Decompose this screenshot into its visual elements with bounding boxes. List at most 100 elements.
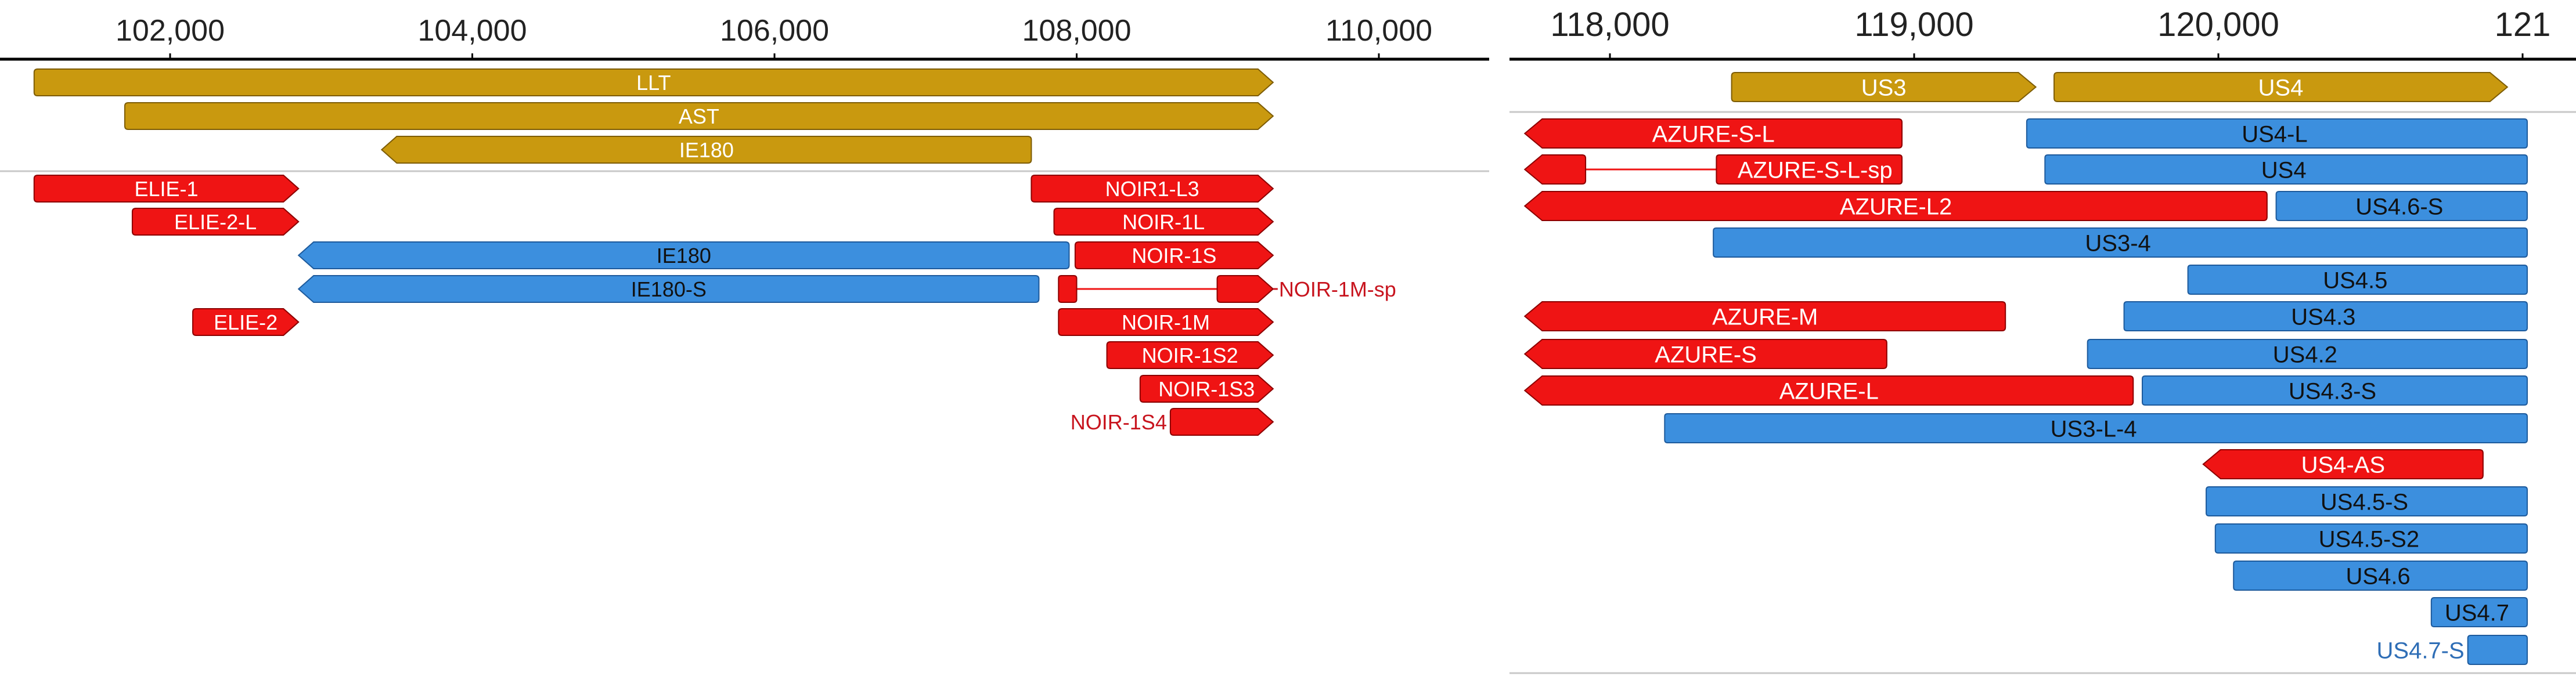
- feature-bar: [1074, 241, 1274, 269]
- left-axis-tick-label: 106,000: [720, 14, 829, 48]
- right-axis-tick-label: 120,000: [2157, 6, 2279, 44]
- exon-segment: [1523, 154, 1587, 185]
- feature-us4-6-s[interactable]: US4.6-S: [2275, 191, 2528, 221]
- feature-bar: [131, 208, 300, 236]
- feature-us4-5[interactable]: US4.5: [2187, 265, 2528, 295]
- left-axis-tick-label: 104,000: [418, 14, 527, 48]
- feature-bar: [2467, 635, 2528, 665]
- feature-llt[interactable]: LLT: [33, 68, 1274, 96]
- feature-bar: [2026, 118, 2528, 149]
- feature-azure-l[interactable]: AZURE-L: [1523, 375, 2134, 406]
- feature-label: AZURE-S-L-sp: [1738, 157, 1893, 183]
- feature-label: US4.3-S: [2289, 378, 2376, 404]
- exon-segment: [1058, 275, 1078, 303]
- feature-label: US4.2: [2273, 342, 2337, 367]
- feature-bar: [2206, 486, 2528, 516]
- feature-label: IE180-S: [631, 277, 707, 301]
- feature-bar: [1523, 118, 1903, 149]
- feature-us4-6[interactable]: US4.6: [2233, 561, 2528, 591]
- feature-label: NOIR1-L3: [1105, 177, 1199, 201]
- right-axis-tick-label: 121: [2495, 6, 2551, 44]
- feature-label: AZURE-L: [1779, 378, 1879, 404]
- feature-label: US4.7-S: [2377, 638, 2465, 663]
- feature-us4[interactable]: US4: [2044, 154, 2528, 185]
- feature-label: US4.5-S2: [2319, 526, 2419, 552]
- feature-us4-3[interactable]: US4.3: [2123, 301, 2528, 331]
- feature-label: US4-AS: [2301, 452, 2386, 478]
- feature-bar: [1523, 301, 2006, 331]
- feature-noir-1l[interactable]: NOIR-1L: [1053, 208, 1274, 236]
- feature-azure-m[interactable]: AZURE-M: [1523, 301, 2006, 331]
- feature-bar: [2202, 449, 2484, 479]
- feature-bar: [1106, 341, 1274, 369]
- feature-bar: [1058, 308, 1274, 336]
- feature-bar: [2275, 191, 2528, 221]
- feature-elie-1[interactable]: ELIE-1: [33, 175, 300, 203]
- feature-elie-2[interactable]: ELIE-2: [192, 308, 300, 336]
- feature-us4-3-s[interactable]: US4.3-S: [2142, 375, 2528, 406]
- feature-us4-7-s[interactable]: US4.7-S: [2377, 635, 2528, 665]
- feature-label: ELIE-2-L: [174, 210, 257, 234]
- feature-us4-as[interactable]: US4-AS: [2202, 449, 2484, 479]
- feature-label: US4.5-S: [2321, 489, 2408, 515]
- feature-bar: [1139, 375, 1274, 403]
- feature-label: AZURE-M: [1712, 304, 1818, 330]
- right-axis-tick-label: 119,000: [1854, 6, 1973, 44]
- feature-bar: [2233, 561, 2528, 591]
- feature-label: US4.5: [2323, 268, 2387, 293]
- feature-label: NOIR-1S: [1132, 244, 1216, 268]
- feature-elie-2-l[interactable]: ELIE-2-L: [131, 208, 300, 236]
- feature-label: LLT: [636, 71, 671, 95]
- feature-bar: [33, 175, 300, 203]
- feature-bar: [1523, 375, 2134, 406]
- feature-us4-l[interactable]: US4-L: [2026, 118, 2528, 149]
- feature-label: AZURE-L2: [1840, 194, 1952, 219]
- feature-azure-s-l-sp[interactable]: AZURE-S-L-sp: [1523, 154, 1903, 185]
- feature-azure-s[interactable]: AZURE-S: [1523, 339, 1887, 369]
- feature-bar: [1523, 191, 2268, 221]
- feature-azure-s-l[interactable]: AZURE-S-L: [1523, 118, 1903, 149]
- feature-ast[interactable]: AST: [124, 102, 1274, 130]
- feature-bar: [1523, 339, 1887, 369]
- feature-label: AZURE-S-L: [1652, 121, 1775, 147]
- feature-bar: [1731, 72, 2037, 102]
- feature-label: US4: [2261, 157, 2307, 183]
- feature-us4-7[interactable]: US4.7: [2430, 597, 2528, 627]
- feature-label: IE180: [679, 138, 734, 162]
- feature-noir-1s[interactable]: NOIR-1S: [1074, 241, 1274, 269]
- feature-bar: [2053, 72, 2509, 102]
- feature-noir-1s2[interactable]: NOIR-1S2: [1106, 341, 1274, 369]
- feature-bar: [2044, 154, 2528, 185]
- feature-ie180[interactable]: IE180: [297, 241, 1070, 269]
- feature-us4-5-s[interactable]: US4.5-S: [2206, 486, 2528, 516]
- feature-us3[interactable]: US3: [1731, 72, 2037, 102]
- feature-bar: [380, 136, 1032, 164]
- feature-ie180-s[interactable]: IE180-S: [297, 275, 1040, 303]
- feature-label: US3-L-4: [2051, 416, 2137, 442]
- feature-noir-1m[interactable]: NOIR-1M: [1058, 308, 1274, 336]
- feature-noir-1s3[interactable]: NOIR-1S3: [1139, 375, 1274, 403]
- feature-label: ELIE-1: [134, 177, 198, 201]
- feature-noir-1s4[interactable]: NOIR-1S4: [1071, 408, 1274, 436]
- exon-segment: [1716, 154, 1903, 185]
- feature-bar: [1031, 175, 1274, 203]
- feature-noir-1m-sp[interactable]: NOIR-1M-sp: [1058, 275, 1396, 303]
- feature-ie180[interactable]: IE180: [380, 136, 1032, 164]
- feature-bar: [297, 275, 1040, 303]
- feature-bar: [2187, 265, 2528, 295]
- feature-us3-l-4[interactable]: US3-L-4: [1664, 413, 2528, 443]
- feature-bar: [1169, 408, 1274, 436]
- feature-us4-2[interactable]: US4.2: [2087, 339, 2528, 369]
- feature-label: US4.3: [2291, 304, 2355, 330]
- feature-bar: [2142, 375, 2528, 406]
- exon-segment: [1216, 275, 1274, 303]
- feature-azure-l2[interactable]: AZURE-L2: [1523, 191, 2268, 221]
- feature-label: US4.6: [2346, 563, 2411, 589]
- feature-noir1-l3[interactable]: NOIR1-L3: [1031, 175, 1274, 203]
- feature-label: AZURE-S: [1655, 342, 1757, 367]
- feature-us4-5-s2[interactable]: US4.5-S2: [2214, 523, 2528, 554]
- feature-bar: [2123, 301, 2528, 331]
- feature-label: US3: [1861, 75, 1907, 100]
- feature-us3-4[interactable]: US3-4: [1713, 227, 2528, 258]
- feature-us4[interactable]: US4: [2053, 72, 2509, 102]
